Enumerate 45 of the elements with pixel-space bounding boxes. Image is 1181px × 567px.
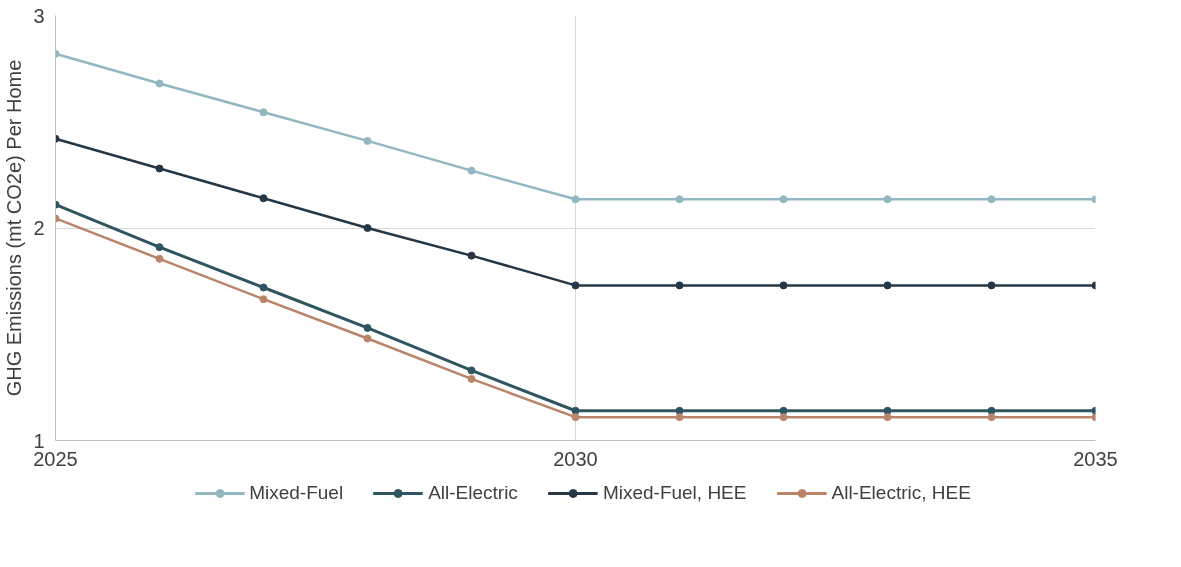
point xyxy=(467,366,476,375)
point xyxy=(675,281,684,290)
y-axis-title: GHG Emissions (mt CO2e) Per Home xyxy=(3,59,26,397)
point xyxy=(779,413,788,422)
point xyxy=(675,406,684,415)
point xyxy=(779,406,788,415)
x-tick-label: 2030 xyxy=(553,447,598,470)
point xyxy=(675,195,684,204)
point xyxy=(155,254,164,263)
point xyxy=(571,281,580,290)
point xyxy=(155,243,164,252)
point xyxy=(571,413,580,422)
legend-label: All-Electric, HEE xyxy=(831,482,971,504)
point xyxy=(779,195,788,204)
point xyxy=(259,283,268,292)
legend-label: Mixed-Fuel, HEE xyxy=(602,482,747,504)
point xyxy=(363,224,372,232)
point xyxy=(883,413,892,422)
point xyxy=(259,108,268,117)
point xyxy=(987,406,996,415)
point xyxy=(259,295,268,304)
point xyxy=(571,195,580,204)
point xyxy=(987,281,996,290)
point xyxy=(363,136,372,145)
point xyxy=(779,281,788,290)
point xyxy=(571,406,580,415)
point xyxy=(467,374,476,383)
legend-label: All-Electric xyxy=(428,482,518,504)
point xyxy=(363,334,372,343)
point xyxy=(467,166,476,175)
y-tick-label: 2 xyxy=(33,217,45,239)
point xyxy=(987,195,996,204)
point xyxy=(987,413,996,422)
legend-label: Mixed-Fuel xyxy=(249,482,344,504)
x-tick-label: 2035 xyxy=(1073,447,1118,470)
point xyxy=(883,281,892,290)
point xyxy=(883,406,892,415)
y-tick-label: 3 xyxy=(33,4,45,27)
point xyxy=(259,194,268,203)
point xyxy=(675,413,684,422)
point xyxy=(363,323,372,332)
point xyxy=(155,79,164,88)
point xyxy=(883,195,892,204)
point xyxy=(155,164,164,173)
point xyxy=(467,251,476,260)
